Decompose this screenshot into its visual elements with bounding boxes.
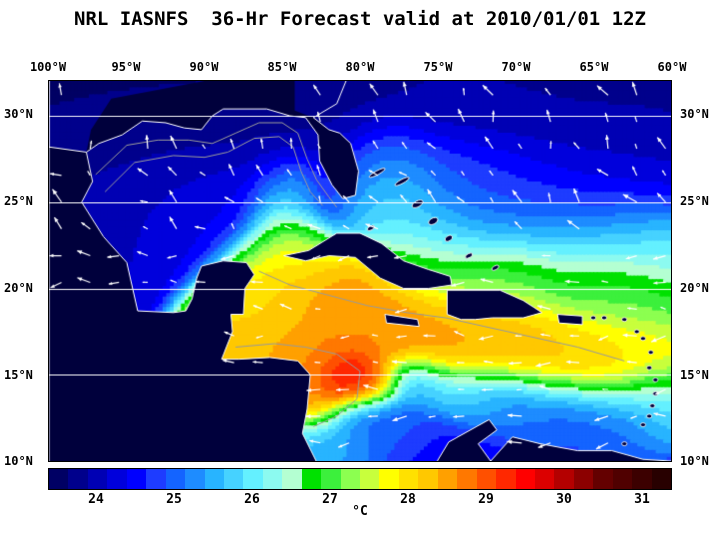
y-tick-label-right: 15°N (680, 368, 709, 382)
y-tick-label-right: 10°N (680, 454, 709, 468)
x-tick-label: 85°W (267, 60, 297, 74)
colorbar-swatch (301, 469, 322, 489)
x-tick-label: 70°W (501, 60, 531, 74)
colorbar-swatch (437, 469, 458, 489)
colorbar-swatch (593, 469, 613, 489)
colorbar-swatch (262, 469, 283, 489)
colorbar-swatch (534, 469, 555, 489)
y-tick-label-right: 20°N (680, 281, 709, 295)
colorbar-swatch (476, 469, 497, 489)
y-tick-label-left: 25°N (4, 194, 33, 208)
colorbar-swatch (554, 469, 574, 489)
colorbar-swatch (651, 469, 671, 489)
colorbar-swatch (165, 469, 186, 489)
colorbar-swatch (223, 469, 244, 489)
colorbar: 24 25 26 27 28 29 30 31 (48, 468, 672, 507)
colorbar-swatch (204, 469, 224, 489)
x-tick-label: 95°W (111, 60, 141, 74)
x-tick-label: 60°W (657, 60, 687, 74)
colorbar-swatch (107, 469, 127, 489)
map-plot-area: T100 (48, 80, 672, 462)
x-tick-label: 80°W (345, 60, 375, 74)
colorbar-swatch (612, 469, 633, 489)
x-tick-label: 75°W (423, 60, 453, 74)
colorbar-swatch (379, 469, 399, 489)
colorbar-tick-label: 26 (244, 492, 260, 507)
colorbar-swatch (496, 469, 516, 489)
x-tick-label: 90°W (189, 60, 219, 74)
colorbar-units-label: °C (352, 504, 368, 519)
y-tick-label-left: 10°N (4, 454, 33, 468)
colorbar-tick-label: 28 (400, 492, 416, 507)
colorbar-swatch (282, 469, 302, 489)
colorbar-swatch (49, 469, 69, 489)
colorbar-swatches (48, 468, 672, 490)
y-tick-label-left: 30°N (4, 107, 33, 121)
colorbar-tick-label: 25 (166, 492, 182, 507)
y-tick-label-right: 25°N (680, 194, 709, 208)
colorbar-swatch (126, 469, 147, 489)
colorbar-tick-label: 24 (88, 492, 104, 507)
y-tick-label-right: 30°N (680, 107, 709, 121)
colorbar-swatch (573, 469, 594, 489)
colorbar-tick-label: 27 (322, 492, 338, 507)
colorbar-swatch (398, 469, 419, 489)
colorbar-swatch (457, 469, 477, 489)
colorbar-tick-label: 29 (478, 492, 494, 507)
x-tick-label: 65°W (579, 60, 609, 74)
colorbar-swatch (360, 469, 380, 489)
colorbar-swatch (515, 469, 535, 489)
x-tick-label: 100°W (29, 60, 67, 74)
colorbar-swatch (418, 469, 438, 489)
colorbar-swatch (243, 469, 263, 489)
y-tick-label-left: 20°N (4, 281, 33, 295)
page-title: NRL IASNFS 36-Hr Forecast valid at 2010/… (74, 8, 646, 30)
y-tick-label-left: 15°N (4, 368, 33, 382)
colorbar-swatch (68, 469, 88, 489)
temperature-heatmap-canvas (49, 81, 671, 461)
colorbar-tick-label: 30 (556, 492, 572, 507)
colorbar-swatch (185, 469, 205, 489)
colorbar-swatch (321, 469, 341, 489)
colorbar-swatch (87, 469, 108, 489)
colorbar-swatch (146, 469, 166, 489)
colorbar-tick-label: 31 (634, 492, 650, 507)
colorbar-swatch (632, 469, 652, 489)
colorbar-swatch (340, 469, 360, 489)
